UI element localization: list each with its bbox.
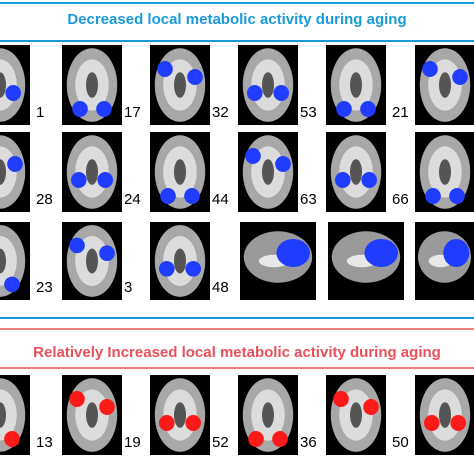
brain-core [86,248,98,274]
brain-core [350,159,362,185]
image-label: 1 [36,104,44,121]
activation [276,238,310,268]
image-label: 28 [36,191,53,208]
activation [273,85,290,101]
brain-core [262,159,274,185]
image-label: 36 [300,434,317,451]
image-label: 21 [392,104,409,121]
activation [97,172,113,188]
activation [449,188,465,204]
brain-inner [0,389,17,441]
image-label: 52 [212,434,229,451]
section-title: Decreased local metabolic activity durin… [67,11,406,28]
image-label: 63 [300,191,317,208]
brain-core [439,72,451,98]
activation [185,261,201,277]
brain-core [262,72,274,98]
activation [248,431,264,447]
brain-core [439,159,451,185]
brain-core [262,402,274,428]
image-label: 44 [212,191,229,208]
activation [160,188,176,204]
activation [184,188,200,204]
activation [452,69,468,85]
image-label: 23 [36,279,53,296]
panels: 1 17 32 53 21 28 24 44 63 66 23 3 48 7 37 13 19 52 36 50 [0,45,474,455]
activation [364,238,398,268]
activation [99,399,115,415]
activation [69,391,85,407]
activation [187,69,203,85]
activation [450,415,467,431]
brain-core [86,402,98,428]
activation [69,237,85,254]
activation [5,85,21,101]
image-label: 48 [212,279,229,296]
activation [336,101,352,117]
image-label: 32 [212,104,229,121]
activation [7,156,23,172]
image-label: 24 [124,191,141,208]
image-label: 37 [380,279,397,296]
image-label: 53 [300,104,317,121]
activation [4,431,20,447]
image-label: 7 [290,279,298,296]
image-label: 13 [36,434,53,451]
activation [422,61,438,77]
activation [245,148,261,164]
brain-inner [0,236,17,286]
brain-core [439,402,451,428]
activation [425,188,441,204]
activation [159,261,175,277]
section-title: Relatively Increased local metabolic act… [33,344,441,361]
activation [360,101,376,117]
brain-core [174,72,186,98]
activation [71,172,87,188]
activation [275,156,291,172]
brain-core [0,248,6,274]
activation [272,431,288,447]
activation [333,391,349,407]
brain-core [86,159,98,185]
activation [443,238,470,268]
brain-core [0,159,6,185]
activation [185,415,201,431]
activation [424,415,440,431]
brain-core [0,72,6,98]
activation [361,172,378,188]
brain-core [174,248,186,274]
image-label: 66 [392,191,409,208]
activation [335,172,351,188]
activation [247,85,263,101]
brain-core [174,159,186,185]
activation [96,101,112,117]
image-label: 19 [124,434,141,451]
activation [157,61,173,77]
activation [363,399,379,415]
brain-core [0,402,6,428]
brain-core [174,402,186,428]
activation [72,101,88,117]
activation [159,415,175,431]
image-label: 50 [392,434,409,451]
activation [4,276,20,293]
image-label: 3 [124,279,132,296]
activation [99,245,115,261]
brain-core [350,72,362,98]
image-label: 17 [124,104,141,121]
brain-core [350,402,362,428]
brain-core [86,72,98,98]
